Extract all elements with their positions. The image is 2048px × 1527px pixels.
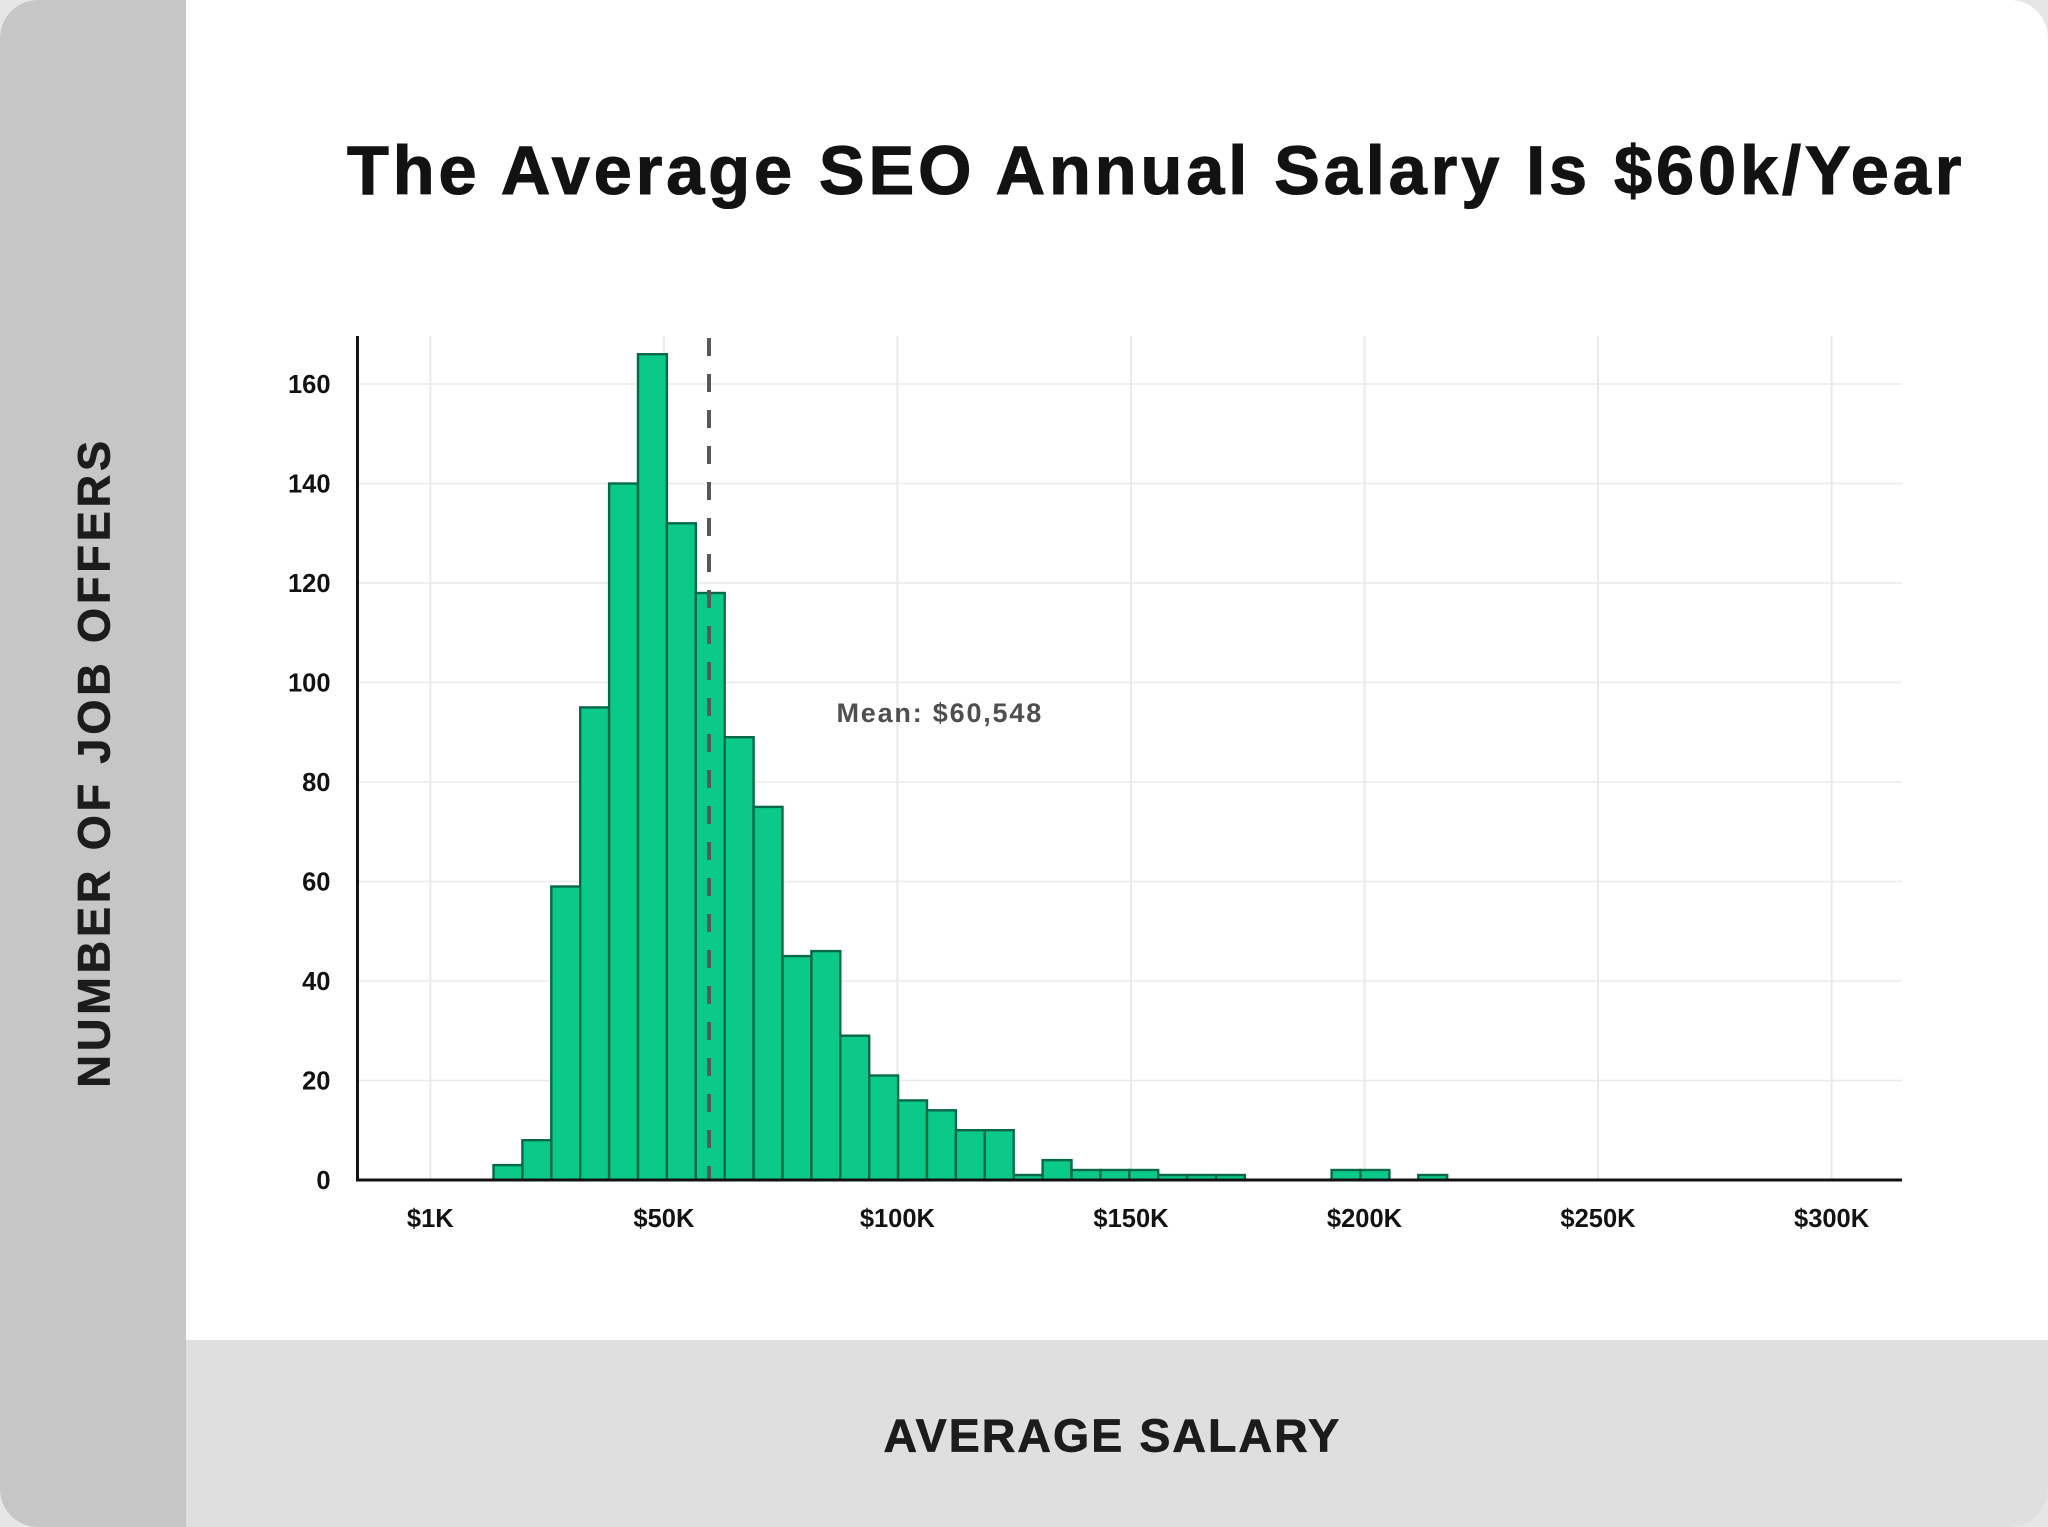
- svg-text:$50K: $50K: [633, 1205, 695, 1233]
- svg-text:NUMBER OF JOB OFFERS: NUMBER OF JOB OFFERS: [69, 437, 120, 1088]
- svg-text:$300K: $300K: [1794, 1205, 1870, 1233]
- svg-text:The Average SEO Annual Salary: The Average SEO Annual Salary Is $60k/Ye…: [347, 132, 1965, 209]
- svg-text:$100K: $100K: [860, 1205, 936, 1233]
- svg-text:120: 120: [288, 570, 331, 598]
- svg-text:60: 60: [302, 869, 330, 897]
- svg-text:$150K: $150K: [1093, 1205, 1169, 1233]
- svg-text:80: 80: [302, 769, 330, 797]
- svg-text:$250K: $250K: [1560, 1205, 1636, 1233]
- svg-text:140: 140: [288, 471, 331, 499]
- svg-text:40: 40: [302, 968, 330, 996]
- svg-text:$1K: $1K: [407, 1205, 454, 1233]
- svg-text:AVERAGE SALARY: AVERAGE SALARY: [883, 1410, 1341, 1462]
- svg-text:160: 160: [288, 371, 331, 399]
- svg-text:0: 0: [316, 1167, 330, 1195]
- svg-text:Mean: $60,548: Mean: $60,548: [837, 698, 1044, 728]
- svg-text:$200K: $200K: [1327, 1205, 1403, 1233]
- svg-text:100: 100: [288, 670, 331, 698]
- svg-text:20: 20: [302, 1068, 330, 1096]
